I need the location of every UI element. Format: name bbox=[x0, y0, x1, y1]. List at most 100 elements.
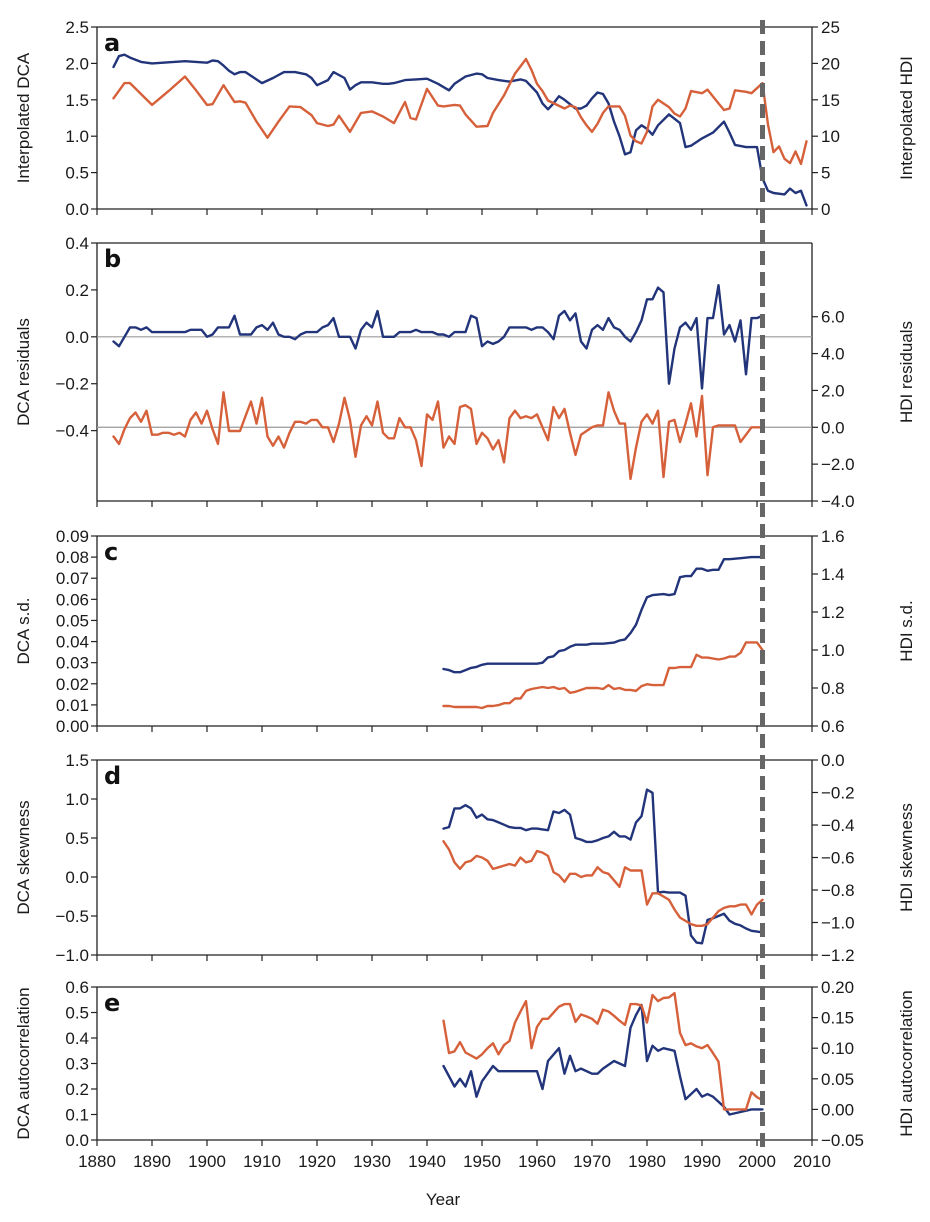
y-left-tick-label: 0.0 bbox=[65, 1131, 89, 1150]
y-right-tick-label: −0.6 bbox=[821, 849, 855, 868]
series-line-hdi bbox=[442, 641, 764, 710]
y-left-tick-label: 1.5 bbox=[65, 751, 89, 770]
x-tick-label: 1960 bbox=[518, 1152, 556, 1171]
x-tick-label: 1920 bbox=[298, 1152, 336, 1171]
y-right-tick-label: 0.10 bbox=[821, 1039, 854, 1058]
y-right-tick-label: −2.0 bbox=[821, 455, 855, 474]
panel-e: 0.0 0.1 0.2 0.3 0.4 0.5 0.6 −0.05 0.00 0.05 0.10 0.… bbox=[14, 978, 916, 1150]
y-right-tick-label: 4.0 bbox=[821, 345, 845, 364]
y-right-tick-label: 10 bbox=[821, 127, 840, 146]
x-axis-title: Year bbox=[426, 1190, 461, 1209]
series-line-dca bbox=[442, 1003, 764, 1116]
x-tick-label: 1990 bbox=[683, 1152, 721, 1171]
y-right-tick-label: −1.2 bbox=[821, 946, 855, 965]
panel-letter: b bbox=[104, 245, 121, 273]
y-right-tick-label: −0.05 bbox=[821, 1131, 864, 1150]
y-left-tick-label: 0.09 bbox=[56, 527, 89, 546]
x-tick-label: 1950 bbox=[463, 1152, 501, 1171]
series-line-hdi bbox=[112, 57, 808, 166]
y-right-tick-label: 2.0 bbox=[821, 381, 845, 400]
x-tick-label: 2000 bbox=[738, 1152, 776, 1171]
y-right-tick-label: −4.0 bbox=[821, 492, 855, 511]
y-left-tick-label: 0.6 bbox=[65, 978, 89, 997]
y-left-tick-label: 0.01 bbox=[56, 696, 89, 715]
y-left-tick-label: 0.04 bbox=[56, 633, 89, 652]
panel-a: 0.0 0.5 1.0 1.5 2.0 2.5 0 5 10 15 20 25 Interpolated… bbox=[14, 18, 916, 219]
y-left-tick-label: 0.03 bbox=[56, 654, 89, 673]
x-tick-label: 1980 bbox=[628, 1152, 666, 1171]
y-right-tick-label: −0.2 bbox=[821, 784, 855, 803]
y-right-tick-label: 0.0 bbox=[821, 418, 845, 437]
y-right-tick-label: 25 bbox=[821, 18, 840, 37]
panel-letter: a bbox=[104, 29, 120, 57]
y-left-axis-title: DCA autocorrelation bbox=[14, 987, 33, 1139]
x-tick-label: 1970 bbox=[573, 1152, 611, 1171]
y-right-axis-title: HDI autocorrelation bbox=[897, 990, 916, 1136]
y-left-tick-label: 0.0 bbox=[65, 200, 89, 219]
y-left-tick-label: 0.5 bbox=[65, 829, 89, 848]
y-left-axis-title: DCA skewness bbox=[14, 800, 33, 914]
y-left-tick-label: 0.07 bbox=[56, 569, 89, 588]
y-left-tick-label: −0.2 bbox=[55, 375, 89, 394]
y-right-tick-label: 15 bbox=[821, 91, 840, 110]
y-right-tick-label: 1.4 bbox=[821, 565, 845, 584]
x-tick-label: 2010 bbox=[793, 1152, 831, 1171]
y-left-tick-label: 1.0 bbox=[65, 127, 89, 146]
y-right-tick-label: 1.2 bbox=[821, 603, 845, 622]
y-right-tick-label: 0.20 bbox=[821, 978, 854, 997]
y-left-tick-label: 0.4 bbox=[65, 234, 89, 253]
y-right-tick-label: 0.8 bbox=[821, 679, 845, 698]
y-left-axis-title: Interpolated DCA bbox=[14, 52, 33, 183]
y-right-tick-label: 1.6 bbox=[821, 527, 845, 546]
x-tick-label: 1880 bbox=[78, 1152, 116, 1171]
series-line-dca bbox=[112, 284, 764, 390]
y-left-tick-label: 0.5 bbox=[65, 1004, 89, 1023]
x-tick-label: 1900 bbox=[188, 1152, 226, 1171]
y-right-tick-label: −1.0 bbox=[821, 914, 855, 933]
y-left-tick-label: 0.1 bbox=[65, 1106, 89, 1125]
y-left-tick-label: −0.5 bbox=[55, 907, 89, 926]
panel-letter: e bbox=[104, 989, 120, 1017]
y-right-tick-label: 1.0 bbox=[821, 641, 845, 660]
x-tick-label: 1930 bbox=[353, 1152, 391, 1171]
y-left-tick-label: 0.2 bbox=[65, 281, 89, 300]
y-right-tick-label: 0.0 bbox=[821, 751, 845, 770]
series-line-hdi bbox=[442, 991, 764, 1111]
x-tick-label: 1910 bbox=[243, 1152, 281, 1171]
y-right-axis-title: HDI skewness bbox=[897, 803, 916, 912]
series-line-dca bbox=[442, 555, 764, 674]
y-left-tick-label: 0.2 bbox=[65, 1080, 89, 1099]
y-right-axis-title: Interpolated HDI bbox=[897, 56, 916, 180]
y-left-tick-label: 1.5 bbox=[65, 91, 89, 110]
y-right-axis-title: HDI s.d. bbox=[897, 600, 916, 661]
y-left-tick-label: 0.00 bbox=[56, 717, 89, 736]
y-left-tick-label: 0.06 bbox=[56, 590, 89, 609]
y-left-tick-label: 1.0 bbox=[65, 790, 89, 809]
series-line-hdi bbox=[112, 391, 764, 481]
y-left-tick-label: 0.0 bbox=[65, 868, 89, 887]
y-left-tick-label: 2.0 bbox=[65, 54, 89, 73]
y-right-axis-title: HDI residuals bbox=[897, 321, 916, 423]
y-left-tick-label: 0.3 bbox=[65, 1055, 89, 1074]
y-right-tick-label: 0.00 bbox=[821, 1100, 854, 1119]
series-line-hdi bbox=[442, 840, 764, 927]
panel-c: 0.00 0.01 0.02 0.03 0.04 0.05 0.06 0.07 0.08 0.09… bbox=[14, 527, 916, 736]
y-right-tick-label: 0.15 bbox=[821, 1009, 854, 1028]
y-left-tick-label: 0.0 bbox=[65, 328, 89, 347]
panel-letter: d bbox=[104, 762, 121, 790]
y-right-tick-label: −0.4 bbox=[821, 816, 855, 835]
y-right-tick-label: 20 bbox=[821, 54, 840, 73]
series-line-dca bbox=[442, 788, 764, 945]
panel-d: −1.0 −0.5 0.0 0.5 1.0 1.5 −1.2 −1.0 −0.8 −0.6 −0.4… bbox=[14, 751, 916, 965]
y-left-tick-label: 0.4 bbox=[65, 1029, 89, 1048]
y-left-tick-label: 2.5 bbox=[65, 18, 89, 37]
series-line-dca bbox=[112, 53, 808, 207]
y-left-axis-title: DCA s.d. bbox=[14, 597, 33, 664]
y-right-tick-label: 6.0 bbox=[821, 308, 845, 327]
y-right-tick-label: −0.8 bbox=[821, 881, 855, 900]
y-right-tick-label: 0.6 bbox=[821, 717, 845, 736]
y-left-tick-label: 0.02 bbox=[56, 675, 89, 694]
y-left-tick-label: 0.5 bbox=[65, 164, 89, 183]
y-left-tick-label: −0.4 bbox=[55, 422, 89, 441]
